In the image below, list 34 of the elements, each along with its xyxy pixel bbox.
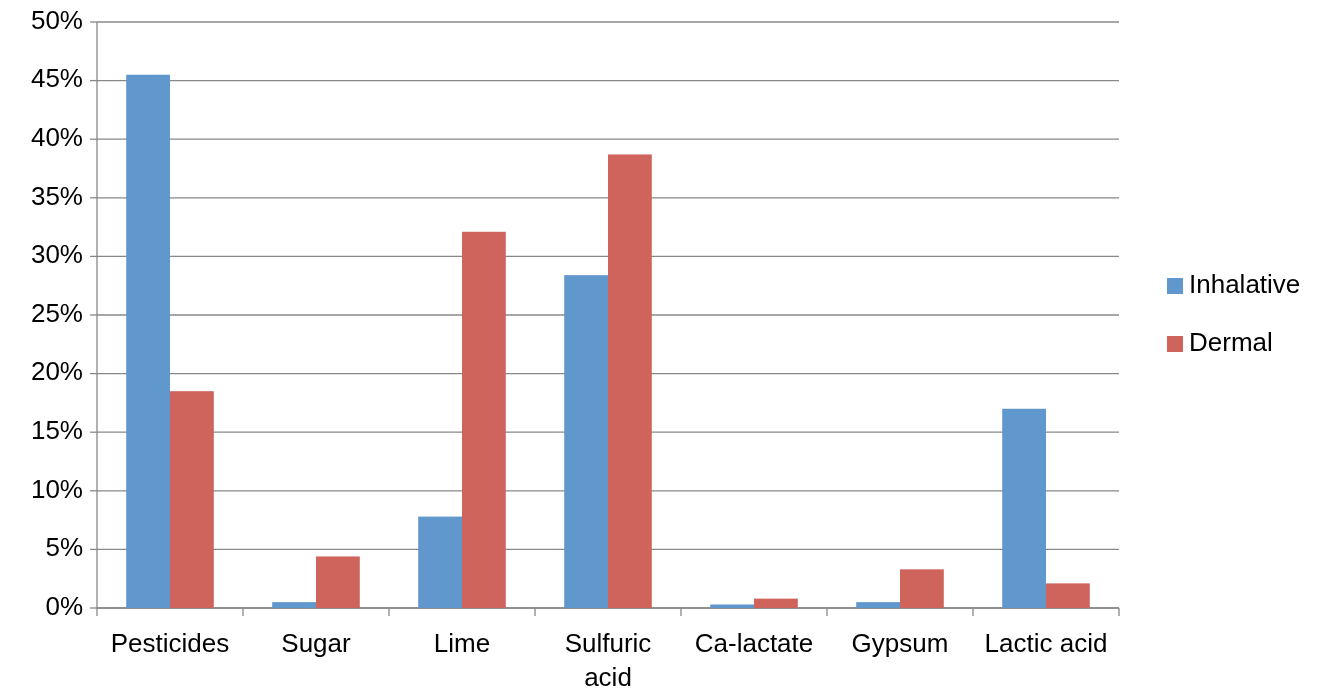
bar xyxy=(564,275,608,608)
bar xyxy=(316,556,360,608)
x-tick-label: Ca-lactate xyxy=(694,628,814,658)
x-tick-label: Gypsum xyxy=(851,628,949,658)
x-tick-label: Sugar xyxy=(281,628,352,658)
x-tick-label: Lactic acid xyxy=(984,628,1108,658)
y-tick-label: 45% xyxy=(30,63,83,94)
bar xyxy=(900,569,944,608)
x-tick-label: Sulfuric acid xyxy=(564,628,652,692)
legend-label: Inhalative xyxy=(1189,268,1301,299)
x-tick-label: Pesticides xyxy=(110,628,230,658)
x-tick-label: Lime xyxy=(433,628,491,658)
y-tick-label: 0% xyxy=(45,590,83,621)
y-tick-label: 20% xyxy=(30,356,83,387)
y-tick-label: 25% xyxy=(30,297,83,328)
bar xyxy=(462,231,506,608)
bar xyxy=(1046,583,1090,608)
bar xyxy=(126,74,170,608)
y-tick-label: 50% xyxy=(30,4,83,35)
y-tick-label: 15% xyxy=(30,415,83,446)
y-tick-label: 30% xyxy=(30,239,83,270)
y-tick-label: 10% xyxy=(30,473,83,504)
y-tick-label: 5% xyxy=(45,532,83,563)
legend-label: Dermal xyxy=(1189,326,1273,357)
bar xyxy=(418,516,462,608)
bar xyxy=(1002,408,1046,608)
bar xyxy=(710,604,754,608)
y-tick-label: 40% xyxy=(30,122,83,153)
bar xyxy=(608,154,652,608)
bar xyxy=(170,391,214,608)
bar xyxy=(856,602,900,608)
bar xyxy=(754,598,798,608)
y-tick-label: 35% xyxy=(30,180,83,211)
bar xyxy=(272,602,316,608)
